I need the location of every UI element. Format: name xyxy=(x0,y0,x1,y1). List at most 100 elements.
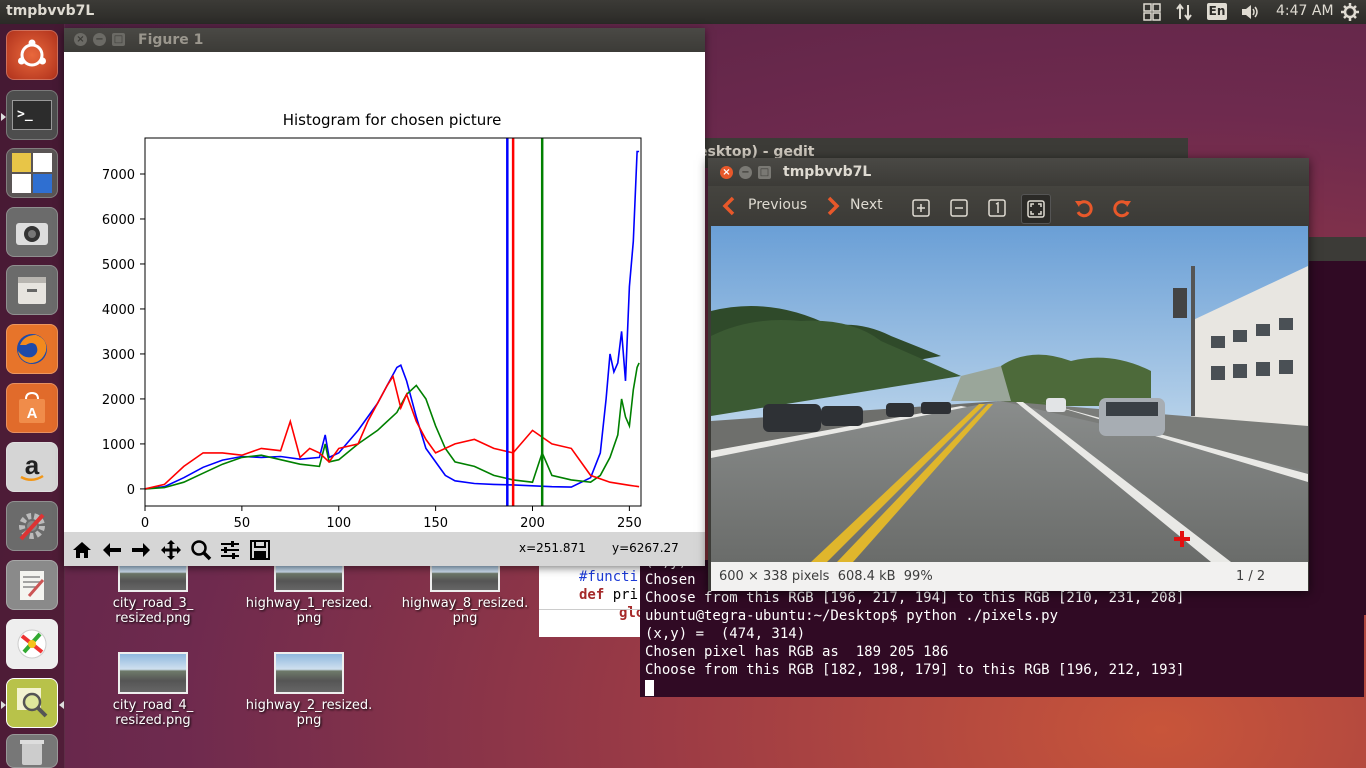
gedit-window-title: esktop) - gedit xyxy=(698,144,815,160)
minimize-icon[interactable]: − xyxy=(93,33,106,46)
image-viewer-icon[interactable] xyxy=(6,678,58,728)
zoom-out-icon[interactable] xyxy=(945,194,973,222)
y-tick-label: 0 xyxy=(127,483,135,498)
previous-arrow-icon[interactable] xyxy=(722,196,736,220)
paint-icon[interactable] xyxy=(6,619,58,669)
svg-text:a: a xyxy=(25,450,40,480)
terminal-line: (x,y) = (474, 314) xyxy=(645,626,806,642)
maximize-icon[interactable]: □ xyxy=(758,166,771,179)
histogram-series-line xyxy=(144,150,640,490)
best-fit-icon[interactable] xyxy=(1021,194,1051,224)
network-icon[interactable] xyxy=(1176,3,1192,25)
file-label-line1: city_road_4_ xyxy=(112,698,194,713)
trash-icon[interactable] xyxy=(6,734,58,768)
file-label-line1: highway_2_resized. xyxy=(245,698,373,713)
histogram-chart: Histogram for chosen picture 0 50 100 150 20… xyxy=(102,111,642,531)
close-icon[interactable]: × xyxy=(720,166,733,179)
settings-gear-icon[interactable] xyxy=(1341,3,1359,25)
save-icon[interactable] xyxy=(247,537,273,563)
y-tick-label: 7000 xyxy=(102,168,135,183)
chart-title: Histogram for chosen picture xyxy=(283,111,502,129)
libreoffice-base-icon[interactable] xyxy=(6,148,58,198)
figure-titlebar[interactable]: × − □ Figure 1 xyxy=(64,28,705,52)
terminal-cursor xyxy=(645,680,654,696)
keyboard-layout-indicator[interactable]: En xyxy=(1207,3,1227,20)
road-photo xyxy=(711,226,1308,562)
forward-icon[interactable] xyxy=(128,537,154,563)
system-settings-icon[interactable] xyxy=(6,501,58,551)
workspace-switcher-icon[interactable] xyxy=(1143,3,1161,25)
y-tick-label: 4000 xyxy=(102,303,135,318)
text-editor-icon[interactable] xyxy=(6,560,58,610)
desktop-file-city-road-3[interactable]: city_road_3_ resized.png xyxy=(83,560,223,626)
file-label-line2: png xyxy=(296,713,322,728)
file-label-line2: resized.png xyxy=(115,713,191,728)
histogram-series-line xyxy=(144,374,640,490)
file-manager-icon[interactable] xyxy=(6,265,58,315)
ubuntu-dash-icon[interactable] xyxy=(6,30,58,80)
clock[interactable]: 4:47 AM xyxy=(1276,3,1334,19)
terminal-background xyxy=(1307,261,1366,615)
image-viewer-titlebar[interactable]: × − □ tmpbvvb7L xyxy=(708,158,1309,186)
terminal-line: Chosen xyxy=(645,572,696,588)
y-tick-label: 6000 xyxy=(102,213,135,228)
gedit-editor-area[interactable]: #functi def pri glo xyxy=(539,565,645,637)
home-icon[interactable] xyxy=(69,537,95,563)
rotate-left-icon[interactable] xyxy=(1070,194,1098,222)
image-thumbnail xyxy=(274,652,344,694)
cursor-x-readout: x=251.871 xyxy=(519,541,586,555)
desktop-file-city-road-4[interactable]: city_road_4_ resized.png xyxy=(83,652,223,728)
image-viewer-window: × − □ tmpbvvb7L Previous Next xyxy=(708,158,1309,591)
image-info: 600 × 338 pixels 608.4 kB 99% xyxy=(719,569,933,584)
figure-toolbar xyxy=(64,532,705,566)
image-viewer-title: tmpbvvb7L xyxy=(783,164,872,180)
file-label-line1: city_road_3_ xyxy=(112,596,194,611)
normal-size-icon[interactable] xyxy=(983,194,1011,222)
maximize-icon[interactable]: □ xyxy=(112,33,125,46)
firefox-icon[interactable] xyxy=(6,324,58,374)
file-label-line2: png xyxy=(296,611,322,626)
image-page-counter: 1 / 2 xyxy=(1236,569,1266,584)
desktop-file-highway-8[interactable]: highway_8_resized. png xyxy=(395,560,535,626)
running-indicator xyxy=(1,701,6,709)
y-tick-label: 5000 xyxy=(102,258,135,273)
back-icon[interactable] xyxy=(99,537,125,563)
figure-title: Figure 1 xyxy=(138,32,204,48)
image-viewer-statusbar: 600 × 338 pixels 608.4 kB 99% 1 / 2 xyxy=(711,562,1308,591)
software-center-icon[interactable]: A xyxy=(6,383,58,433)
y-tick-label: 2000 xyxy=(102,393,135,408)
terminal-icon[interactable]: >_ xyxy=(6,90,58,140)
svg-text:A: A xyxy=(27,405,38,422)
volume-icon[interactable] xyxy=(1240,3,1260,25)
zoom-in-icon[interactable] xyxy=(907,194,935,222)
code-line: def pri xyxy=(579,587,638,603)
terminal-line: Choose from this RGB [182, 198, 179] to … xyxy=(645,662,1185,678)
displayed-image[interactable] xyxy=(711,226,1308,562)
terminal-titlebar-edge xyxy=(1307,237,1366,261)
close-icon[interactable]: × xyxy=(74,33,87,46)
code-comment: #functi xyxy=(579,569,639,585)
rotate-right-icon[interactable] xyxy=(1108,194,1136,222)
x-tick-label: 250 xyxy=(617,516,642,531)
file-label-line2: resized.png xyxy=(115,611,191,626)
y-tick-label: 3000 xyxy=(102,348,135,363)
previous-button[interactable]: Previous xyxy=(748,197,808,213)
top-panel: tmpbvvb7L En 4:47 AM xyxy=(0,0,1366,24)
zoom-icon[interactable] xyxy=(188,537,214,563)
code-keyword: def xyxy=(579,587,605,603)
terminal-line: ubuntu@tegra-ubuntu:~/Desktop$ python ./… xyxy=(645,608,1059,624)
y-tick-label: 1000 xyxy=(102,438,135,453)
plot-area: 0 50 100 150 200 250 0 1000 2000 3000 4000 5000 6000… xyxy=(102,137,642,531)
configure-icon[interactable] xyxy=(217,537,243,563)
desktop-file-highway-2[interactable]: highway_2_resized. png xyxy=(239,652,379,728)
minimize-icon[interactable]: − xyxy=(739,166,752,179)
amazon-icon[interactable]: a xyxy=(6,442,58,492)
next-arrow-icon[interactable] xyxy=(826,196,840,220)
desktop-file-highway-1[interactable]: highway_1_resized. png xyxy=(239,560,379,626)
next-button[interactable]: Next xyxy=(850,197,883,213)
pan-icon[interactable] xyxy=(158,537,184,563)
running-indicator xyxy=(1,113,6,121)
active-indicator xyxy=(59,701,64,709)
image-thumbnail xyxy=(118,652,188,694)
camera-icon[interactable] xyxy=(6,207,58,257)
